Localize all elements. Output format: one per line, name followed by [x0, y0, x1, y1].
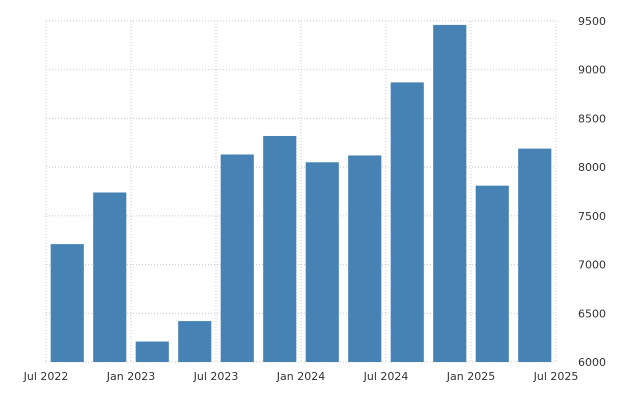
x-tick-label: Jan 2024: [276, 370, 325, 383]
x-tick-label: Jul 2024: [363, 370, 409, 383]
bar: [50, 244, 84, 362]
y-tick-label: 6000: [578, 356, 606, 369]
x-axis-ticks: Jul 2022 Jan 2023 Jul 2023 Jan 2024 Jul 2024…: [23, 370, 579, 383]
bar: [93, 192, 127, 362]
y-tick-label: 6500: [578, 307, 606, 320]
y-tick-label: 8500: [578, 112, 606, 125]
x-tick-label: Jul 2022: [23, 370, 69, 383]
y-tick-label: 7500: [578, 210, 606, 223]
bar: [390, 82, 424, 362]
bar: [433, 24, 467, 362]
y-tick-label: 9000: [578, 64, 606, 77]
grid: [45, 20, 557, 363]
x-tick-label: Jul 2025: [533, 370, 579, 383]
bar: [348, 155, 382, 362]
bar: [475, 185, 509, 362]
y-tick-label: 9500: [578, 15, 606, 28]
x-tick-label: Jan 2023: [106, 370, 155, 383]
bar: [305, 162, 339, 362]
bar: [263, 135, 297, 362]
y-tick-label: 7000: [578, 259, 606, 272]
bar: [518, 148, 552, 362]
bars: [50, 24, 552, 362]
bar: [178, 321, 212, 362]
y-tick-label: 8000: [578, 161, 606, 174]
x-tick-label: Jul 2023: [193, 370, 239, 383]
x-tick-label: Jan 2025: [446, 370, 495, 383]
bar: [135, 341, 169, 362]
y-axis-ticks: 6000 6500 7000 7500 8000 8500 9000 9500: [578, 15, 606, 369]
bar: [220, 154, 254, 362]
